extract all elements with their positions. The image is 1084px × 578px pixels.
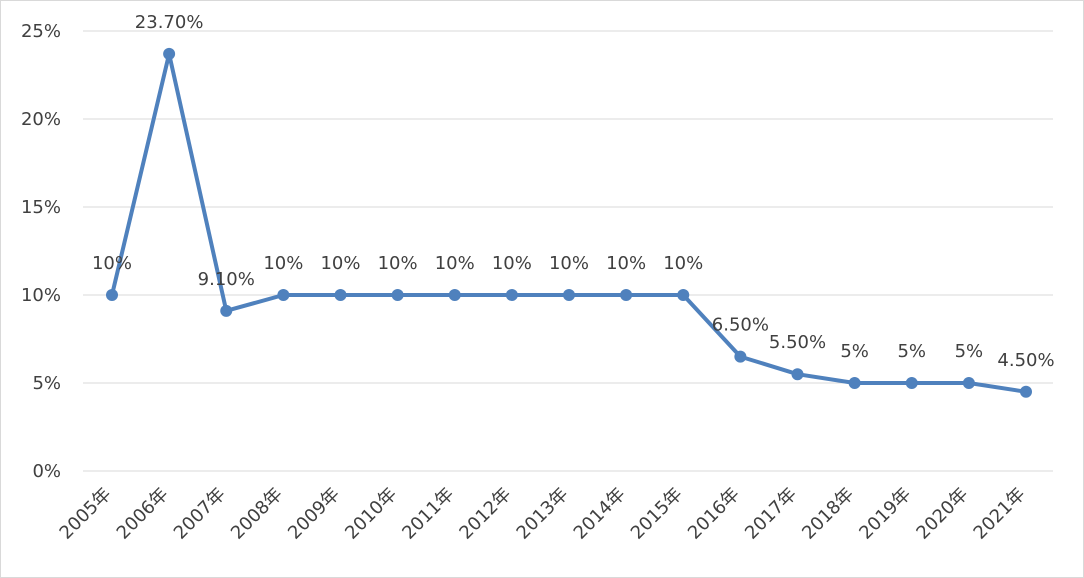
- data-label: 10%: [549, 253, 589, 274]
- data-label: 9.10%: [198, 269, 255, 290]
- data-point: [220, 304, 233, 317]
- data-point: [734, 350, 747, 363]
- data-point: [391, 289, 404, 301]
- y-tick-label: 25%: [21, 21, 61, 42]
- x-tick-label: 2013年: [513, 484, 573, 544]
- x-tick-label: 2021年: [970, 484, 1030, 544]
- data-point: [163, 47, 176, 60]
- series-line: [110, 51, 1028, 394]
- x-tick-label: 2020年: [912, 484, 972, 544]
- data-point: [962, 377, 975, 389]
- y-tick-label: 0%: [32, 461, 61, 482]
- series-points: [106, 47, 1032, 398]
- data-label: 10%: [435, 253, 475, 274]
- data-label: 5%: [955, 341, 984, 362]
- x-tick-label: 2009年: [284, 484, 344, 544]
- x-tick-label: 2019年: [855, 484, 915, 544]
- data-label: 10%: [606, 253, 646, 274]
- data-label: 10%: [320, 253, 360, 274]
- data-label: 6.50%: [712, 315, 769, 336]
- data-labels: 10% 23.70% 9.10% 10% 10% 10% 10% 10% 10% 10% 10% 6.…: [92, 12, 1055, 371]
- x-tick-label: 2006年: [113, 484, 173, 544]
- y-tick-label: 10%: [21, 285, 61, 306]
- data-point: [505, 289, 518, 301]
- x-tick-label: 2015年: [627, 484, 687, 544]
- x-tick-label: 2012年: [455, 484, 515, 544]
- data-label: 23.70%: [135, 12, 204, 33]
- x-tick-label: 2008年: [227, 484, 287, 544]
- series-line-group: [110, 51, 1028, 394]
- data-label: 4.50%: [997, 350, 1054, 371]
- data-point: [791, 368, 804, 381]
- data-point: [334, 289, 347, 301]
- x-tick-label: 2017年: [741, 484, 801, 544]
- y-tick-label: 20%: [21, 109, 61, 130]
- data-point: [563, 289, 575, 301]
- data-label: 5.50%: [769, 332, 826, 353]
- data-point: [106, 289, 118, 301]
- x-tick-label: 2014年: [570, 484, 630, 544]
- gridlines: [83, 30, 1053, 472]
- data-label: 10%: [92, 253, 132, 274]
- data-label: 10%: [663, 253, 703, 274]
- data-label: 10%: [492, 253, 532, 274]
- x-tick-label: 2010年: [341, 484, 401, 544]
- data-point: [1020, 385, 1032, 398]
- data-label: 5%: [840, 341, 869, 362]
- data-label: 5%: [897, 341, 926, 362]
- x-tick-label: 2005年: [56, 484, 116, 544]
- x-tick-label: 2016年: [684, 484, 744, 544]
- data-point: [848, 377, 861, 389]
- data-point: [620, 289, 633, 301]
- x-tick-label: 2011年: [398, 484, 458, 544]
- y-tick-label: 15%: [21, 197, 61, 218]
- x-tick-label: 2018年: [798, 484, 858, 544]
- data-point: [677, 289, 690, 301]
- x-tick-label: 2007年: [170, 484, 230, 544]
- data-point: [277, 289, 290, 301]
- x-axis-tick-labels: 2005年2006年2007年2008年2009年2010年2011年2012年…: [56, 484, 1030, 544]
- data-label: 10%: [378, 253, 418, 274]
- data-point: [448, 289, 461, 301]
- data-point: [905, 377, 918, 389]
- data-label: 10%: [263, 253, 303, 274]
- y-axis-tick-labels: 0% 5% 10% 15% 20% 25%: [21, 21, 61, 482]
- y-tick-label: 5%: [32, 373, 61, 394]
